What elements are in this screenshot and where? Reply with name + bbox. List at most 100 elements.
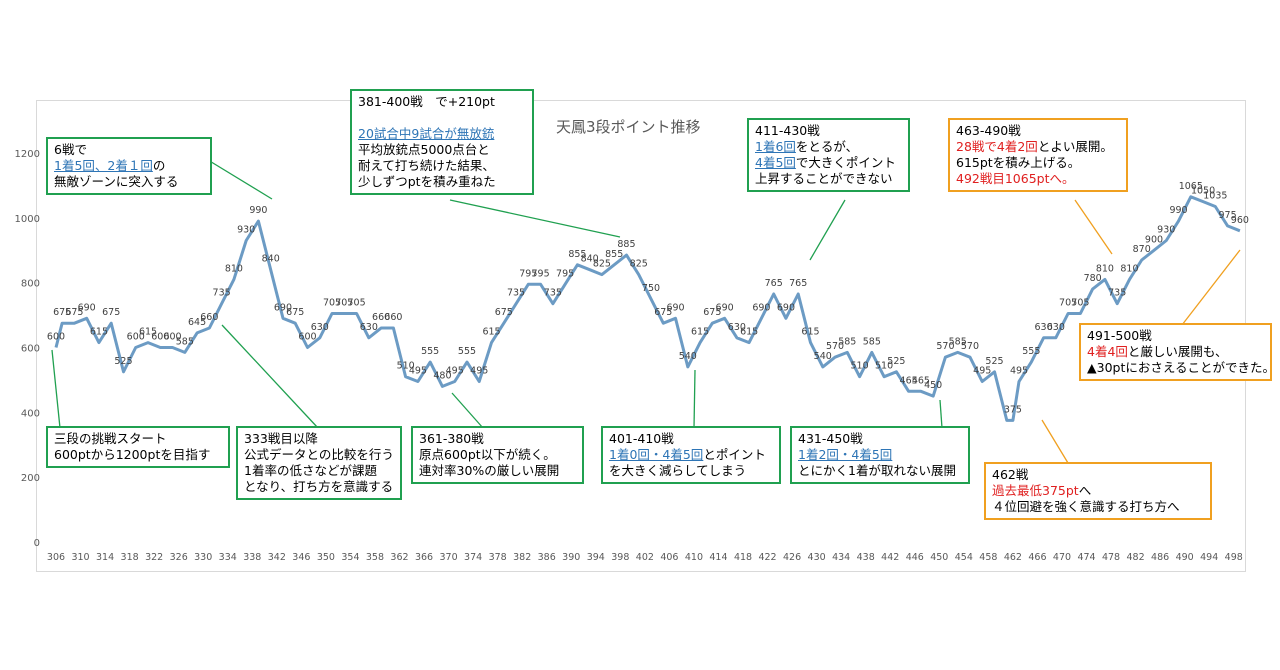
annotation-line: 1着率の低さなどが課題 — [244, 463, 377, 478]
data-label: 585 — [863, 336, 881, 347]
x-tick-label: 342 — [268, 552, 286, 563]
x-tick-label: 402 — [636, 552, 654, 563]
annotation-connector — [449, 199, 621, 238]
data-label: 825 — [593, 259, 611, 270]
annotation-line: 無敵ゾーンに突入する — [54, 174, 179, 189]
annotation-line: 600ptから1200ptを目指す — [54, 447, 211, 462]
data-label: 585 — [838, 336, 856, 347]
x-tick-label: 326 — [170, 552, 188, 563]
annotation-line: を大きく減らしてしまう — [609, 463, 747, 478]
x-tick-label: 354 — [341, 552, 359, 563]
data-label: 570 — [936, 341, 954, 352]
annotation-line: 平均放銃点5000点台と — [358, 142, 490, 157]
data-label: 705 — [1059, 297, 1077, 308]
data-label: 705 — [1071, 297, 1089, 308]
x-tick-label: 334 — [219, 552, 237, 563]
annotation-box: 431-450戦 1着2回・4着5回 とにかく1着が取れない展開 — [790, 426, 970, 484]
annotation-box: 462戦 過去最低375ptへ ４位回避を強く意識する打ち方へ — [984, 462, 1212, 520]
data-label: 675 — [703, 307, 721, 318]
x-tick-label: 374 — [464, 552, 482, 563]
data-label: 615 — [139, 327, 157, 338]
x-tick-label: 330 — [194, 552, 212, 563]
x-tick-label: 418 — [734, 552, 752, 563]
x-tick-label: 338 — [243, 552, 261, 563]
data-label: 705 — [335, 297, 353, 308]
annotation-box: 三段の挑戦スタート 600ptから1200ptを目指す — [46, 426, 230, 468]
annotation-line: 耐えて打ち続けた結果、 — [358, 158, 495, 173]
data-label: 990 — [1169, 205, 1187, 216]
data-label: 690 — [716, 302, 734, 313]
y-tick-label: 1000 — [15, 214, 40, 225]
annotation-line — [358, 110, 526, 126]
x-tick-label: 306 — [47, 552, 65, 563]
annotation-line: 381-400戦 で+210pt — [358, 94, 495, 109]
annotation-line: 463-490戦 — [956, 123, 1021, 138]
data-label: 495 — [973, 366, 991, 377]
data-label: 930 — [237, 225, 255, 236]
data-label: 585 — [949, 336, 967, 347]
data-label: 765 — [765, 278, 783, 289]
data-label: 615 — [740, 327, 758, 338]
data-label: 555 — [458, 346, 476, 357]
data-label: 795 — [532, 268, 550, 279]
data-label: 675 — [53, 307, 71, 318]
data-label: 825 — [630, 259, 648, 270]
annotation-line: 三段の挑戦スタート — [54, 431, 167, 446]
annotation-line: 333戦目以降 — [244, 431, 318, 446]
x-tick-label: 482 — [1127, 552, 1145, 563]
x-tick-label: 314 — [96, 552, 114, 563]
x-tick-label: 422 — [758, 552, 776, 563]
data-label: 570 — [826, 341, 844, 352]
data-label: 615 — [691, 327, 709, 338]
data-label: 870 — [1133, 244, 1151, 255]
annotation-line: とにかく1着が取れない展開 — [798, 463, 956, 478]
data-label: 480 — [433, 370, 451, 381]
annotation-box: 411-430戦 1着6回をとるが、 4着5回で大きくポイント 上昇することができない — [747, 118, 910, 192]
data-label: 675 — [286, 307, 304, 318]
data-label: 735 — [544, 288, 562, 299]
x-tick-label: 410 — [685, 552, 703, 563]
data-label: 780 — [1084, 273, 1102, 284]
data-label: 510 — [875, 361, 893, 372]
annotation-line: 401-410戦 — [609, 431, 674, 446]
annotation-line: となり、打ち方を意識する — [244, 479, 394, 494]
x-tick-label: 346 — [292, 552, 310, 563]
annotation-line: 1着0回・4着5回とポイント — [609, 447, 766, 462]
annotation-line: 4着4回と厳しい展開も、 — [1087, 344, 1228, 359]
annotation-line: 4着5回で大きくポイント — [755, 155, 896, 170]
annotation-line: 少しずつptを積み重ねた — [358, 174, 496, 189]
annotation-line: 492戦目1065ptへ。 — [956, 171, 1075, 186]
annotation-line: 1着6回をとるが、 — [755, 139, 859, 154]
data-label: 660 — [372, 312, 390, 323]
data-label: 750 — [642, 283, 660, 294]
annotation-line: 28戦で4着2回とよい展開。 — [956, 139, 1113, 154]
data-label: 1050 — [1191, 186, 1215, 197]
data-label: 690 — [777, 302, 795, 313]
data-label: 690 — [78, 302, 96, 313]
x-tick-label: 398 — [611, 552, 629, 563]
data-label: 675 — [495, 307, 513, 318]
data-label: 735 — [1108, 288, 1126, 299]
data-label: 810 — [225, 263, 243, 274]
data-label: 660 — [200, 312, 218, 323]
y-tick-label: 600 — [21, 344, 40, 355]
x-tick-label: 434 — [832, 552, 850, 563]
data-label: 735 — [213, 288, 231, 299]
data-label: 495 — [470, 366, 488, 377]
data-label: 555 — [421, 346, 439, 357]
x-tick-label: 382 — [513, 552, 531, 563]
x-tick-label: 394 — [587, 552, 605, 563]
annotation-box: 491-500戦 4着4回と厳しい展開も、 ▲30ptにおさえることができた。 — [1079, 323, 1275, 381]
data-label: 735 — [507, 288, 525, 299]
annotation-line: 462戦 — [992, 467, 1029, 482]
annotation-box: 401-410戦 1着0回・4着5回とポイント を大きく減らしてしまう — [601, 426, 781, 484]
x-tick-label: 406 — [660, 552, 678, 563]
annotation-connector — [221, 324, 319, 429]
annotation-connector — [939, 399, 943, 429]
data-label: 375 — [1004, 404, 1022, 415]
x-tick-label: 490 — [1176, 552, 1194, 563]
annotation-connector — [451, 392, 484, 429]
data-label: 810 — [1096, 263, 1114, 274]
annotation-connector — [51, 349, 61, 429]
